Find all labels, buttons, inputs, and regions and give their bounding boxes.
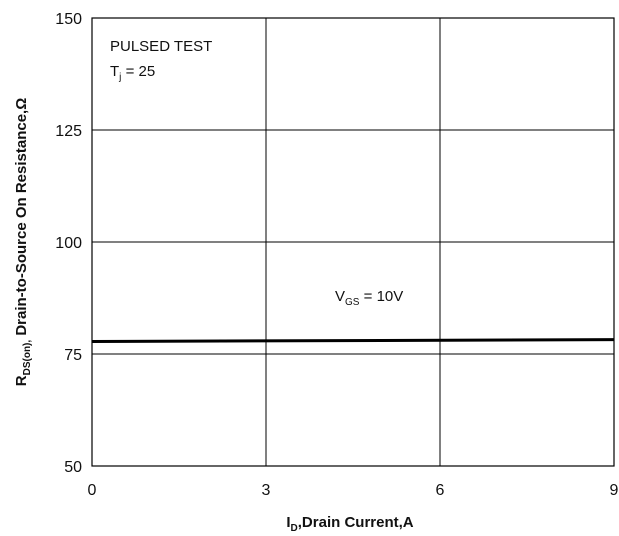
- vgs-rest: = 10V: [359, 288, 403, 305]
- y-tick-label: 125: [55, 123, 82, 140]
- x-axis-title-main: I: [286, 514, 290, 531]
- series-label-vgs: VGS = 10V: [335, 288, 403, 308]
- x-tick-label: 9: [610, 482, 619, 499]
- tj-rest: = 25: [121, 63, 155, 80]
- y-axis-title-sub: DS(on),: [22, 340, 33, 376]
- series-group: [91, 338, 615, 343]
- y-tick-label: 50: [64, 459, 82, 476]
- y-tick-label: 100: [55, 235, 82, 252]
- x-tick-label: 6: [436, 482, 445, 499]
- y-tick-labels: 50 75 100 125 150: [55, 11, 82, 476]
- y-axis-title-main: R: [13, 375, 30, 386]
- y-axis-title-rest: Drain-to-Source On Resistance,Ω: [13, 98, 30, 340]
- series-line-0: [91, 338, 615, 343]
- x-tick-label: 3: [262, 482, 271, 499]
- y-tick-label: 150: [55, 11, 82, 28]
- vgs-sub: GS: [345, 297, 360, 308]
- tj-sub: j: [118, 72, 121, 83]
- vgs-main: V: [335, 288, 345, 305]
- conditions-line-1: PULSED TEST: [110, 38, 212, 55]
- x-axis-title: ID,Drain Current,A: [286, 514, 413, 534]
- x-axis-title-rest: ,Drain Current,A: [298, 514, 414, 531]
- y-axis-title: RDS(on), Drain-to-Source On Resistance,Ω: [13, 98, 33, 386]
- y-tick-label: 75: [64, 347, 82, 364]
- x-tick-labels: 0 3 6 9: [88, 482, 619, 499]
- conditions-line-2: Tj = 25: [110, 63, 155, 83]
- tj-main: T: [110, 63, 119, 80]
- x-tick-label: 0: [88, 482, 97, 499]
- x-axis-title-sub: D: [291, 523, 298, 534]
- plot-frame: [91, 17, 615, 467]
